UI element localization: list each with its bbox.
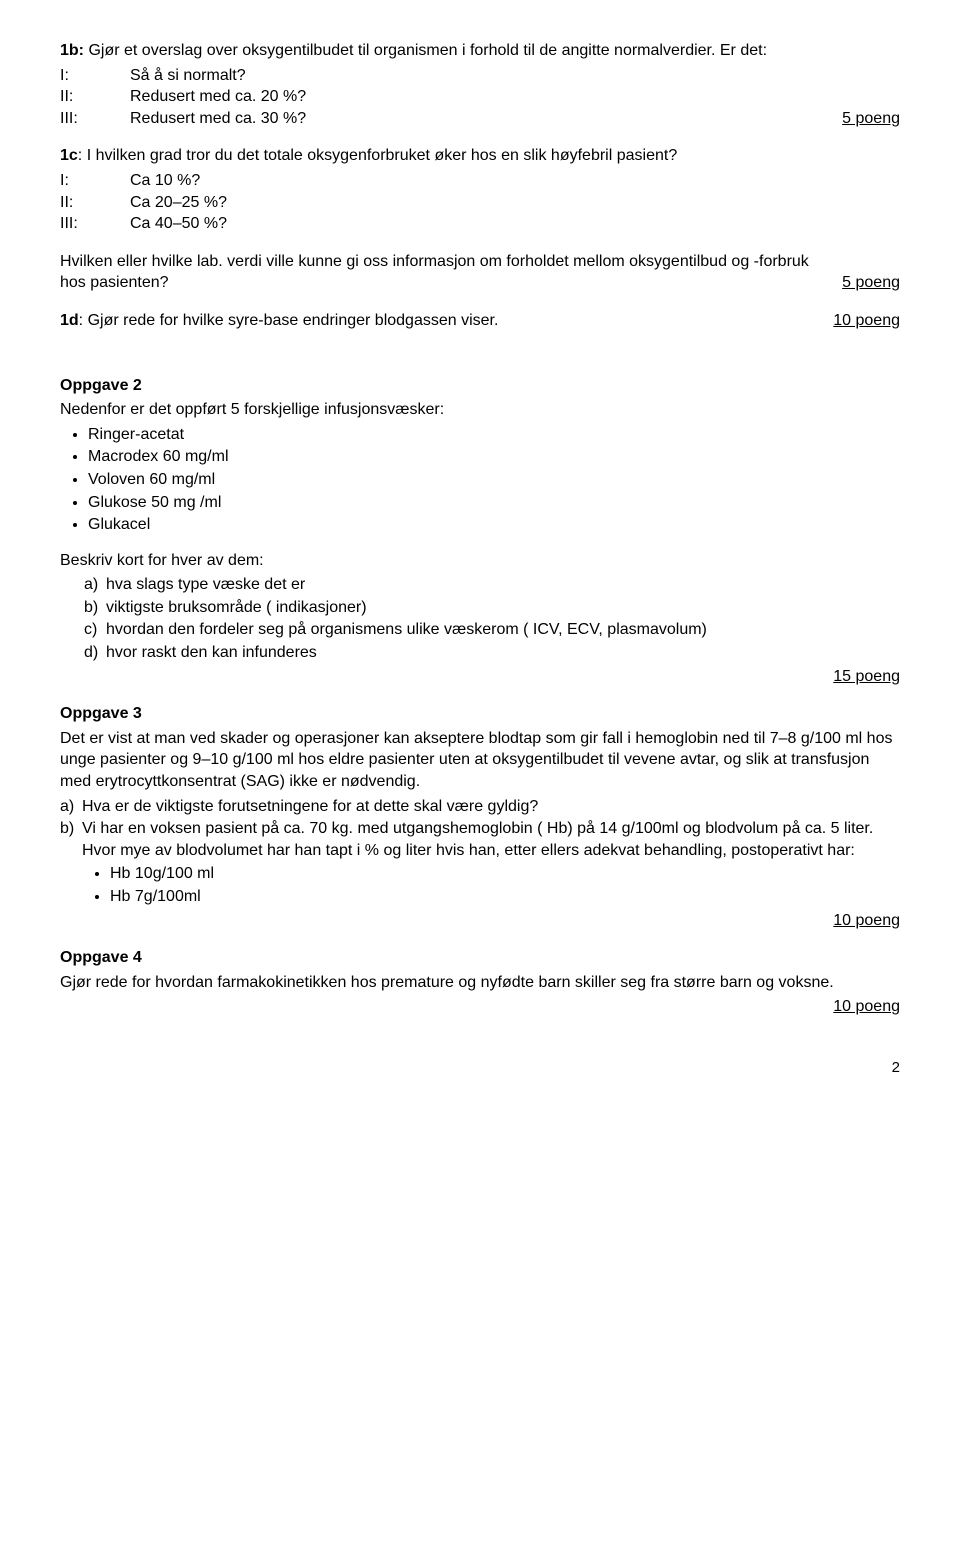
q4-points: 10 poeng: [833, 998, 900, 1015]
letter: d): [84, 642, 106, 664]
q3-bullets: Hb 10g/100 ml Hb 7g/100ml: [60, 863, 900, 907]
list-item: c)hvordan den fordeler seg på organismen…: [84, 619, 900, 641]
q4-text: Gjør rede for hvordan farmakokinetikken …: [60, 972, 900, 994]
q1b-opt-1: I: Så å si normalt?: [60, 65, 900, 87]
q1b-opt-3-row: III: Redusert med ca. 30 %? 5 poeng: [60, 108, 900, 130]
letter-text: hvordan den fordeler seg på organismens …: [106, 619, 707, 641]
q1b-opt-3: III: Redusert med ca. 30 %?: [60, 108, 306, 130]
q3-intro: Det er vist at man ved skader og operasj…: [60, 728, 900, 793]
opt-label: II:: [60, 86, 130, 108]
letter-text: Hva er de viktigste forutsetningene for …: [82, 796, 538, 818]
q1c-text: : I hvilken grad tror du det totale oksy…: [78, 147, 677, 164]
opt-label: I:: [60, 170, 130, 192]
list-item: Voloven 60 mg/ml: [88, 469, 900, 491]
q1c-opt-3: III: Ca 40–50 %?: [60, 213, 900, 235]
list-item: Hb 10g/100 ml: [110, 863, 900, 885]
lab-row: Hvilken eller hvilke lab. verdi ville ku…: [60, 251, 900, 294]
q1c-title: 1c: I hvilken grad tror du det totale ok…: [60, 145, 900, 167]
q1c-opt-1: I: Ca 10 %?: [60, 170, 900, 192]
q1b-prefix: 1b:: [60, 42, 84, 59]
question-4: Oppgave 4 Gjør rede for hvordan farmakok…: [60, 947, 900, 1018]
opt-text: Ca 10 %?: [130, 170, 200, 192]
q1d-text: : Gjør rede for hvilke syre-base endring…: [79, 312, 499, 329]
q2-points: 15 poeng: [833, 668, 900, 685]
opt-label: III:: [60, 213, 130, 235]
q1b-points: 5 poeng: [842, 108, 900, 130]
q2-heading: Oppgave 2: [60, 375, 900, 397]
q1b-title: 1b: Gjør et overslag over oksygentilbude…: [60, 40, 900, 62]
page-number: 2: [60, 1058, 900, 1078]
q1b-opt-2: II: Redusert med ca. 20 %?: [60, 86, 900, 108]
q1d-title: 1d: Gjør rede for hvilke syre-base endri…: [60, 310, 498, 332]
list-item: Hb 7g/100ml: [110, 886, 900, 908]
letter-text: hva slags type væske det er: [106, 574, 305, 596]
letter-text: Vi har en voksen pasient på ca. 70 kg. m…: [82, 818, 900, 861]
q1b-text: Gjør et overslag over oksygentilbudet ti…: [88, 42, 767, 59]
q2-bullets: Ringer-acetat Macrodex 60 mg/ml Voloven …: [60, 424, 900, 536]
list-item: d)hvor raskt den kan infunderes: [84, 642, 900, 664]
letter-text: hvor raskt den kan infunderes: [106, 642, 317, 664]
question-1d: 1d: Gjør rede for hvilke syre-base endri…: [60, 310, 900, 335]
opt-label: III:: [60, 108, 130, 130]
q3-points-row: 10 poeng: [60, 910, 900, 932]
opt-label: II:: [60, 192, 130, 214]
q4-heading: Oppgave 4: [60, 947, 900, 969]
q1c-prefix: 1c: [60, 147, 78, 164]
q2-intro: Nedenfor er det oppført 5 forskjellige i…: [60, 399, 900, 421]
opt-text: Redusert med ca. 20 %?: [130, 86, 306, 108]
opt-text: Så å si normalt?: [130, 65, 246, 87]
question-1b: 1b: Gjør et overslag over oksygentilbude…: [60, 40, 900, 129]
opt-text: Ca 20–25 %?: [130, 192, 227, 214]
letter: a): [84, 574, 106, 596]
letter: b): [84, 597, 106, 619]
letter: b): [60, 818, 82, 861]
list-item: Glukose 50 mg /ml: [88, 492, 900, 514]
question-3: Oppgave 3 Det er vist at man ved skader …: [60, 703, 900, 931]
q2-lettered: a)hva slags type væske det er b)viktigst…: [60, 574, 900, 663]
question-1c: 1c: I hvilken grad tror du det totale ok…: [60, 145, 900, 234]
q3-points: 10 poeng: [833, 912, 900, 929]
lab-text: Hvilken eller hvilke lab. verdi ville ku…: [60, 251, 842, 294]
list-item: a)hva slags type væske det er: [84, 574, 900, 596]
lab-question: Hvilken eller hvilke lab. verdi ville ku…: [60, 251, 900, 294]
q2-points-row: 15 poeng: [60, 666, 900, 688]
list-item: b)viktigste bruksområde ( indikasjoner): [84, 597, 900, 619]
list-item: Glukacel: [88, 514, 900, 536]
lab-points: 5 poeng: [842, 272, 900, 294]
list-item: Ringer-acetat: [88, 424, 900, 446]
list-item: b)Vi har en voksen pasient på ca. 70 kg.…: [60, 818, 900, 861]
q3-heading: Oppgave 3: [60, 703, 900, 725]
letter: c): [84, 619, 106, 641]
list-item: Macrodex 60 mg/ml: [88, 446, 900, 468]
q1d-points: 10 poeng: [833, 310, 900, 332]
q1d-prefix: 1d: [60, 312, 79, 329]
q1c-opt-2: II: Ca 20–25 %?: [60, 192, 900, 214]
question-2: Oppgave 2 Nedenfor er det oppført 5 fors…: [60, 375, 900, 688]
letter-text: viktigste bruksområde ( indikasjoner): [106, 597, 367, 619]
opt-text: Redusert med ca. 30 %?: [130, 108, 306, 130]
opt-text: Ca 40–50 %?: [130, 213, 227, 235]
q3-lettered: a)Hva er de viktigste forutsetningene fo…: [60, 796, 900, 862]
q2-sub-intro: Beskriv kort for hver av dem:: [60, 550, 900, 572]
opt-label: I:: [60, 65, 130, 87]
q4-points-row: 10 poeng: [60, 996, 900, 1018]
letter: a): [60, 796, 82, 818]
list-item: a)Hva er de viktigste forutsetningene fo…: [60, 796, 900, 818]
q1d-row: 1d: Gjør rede for hvilke syre-base endri…: [60, 310, 900, 335]
